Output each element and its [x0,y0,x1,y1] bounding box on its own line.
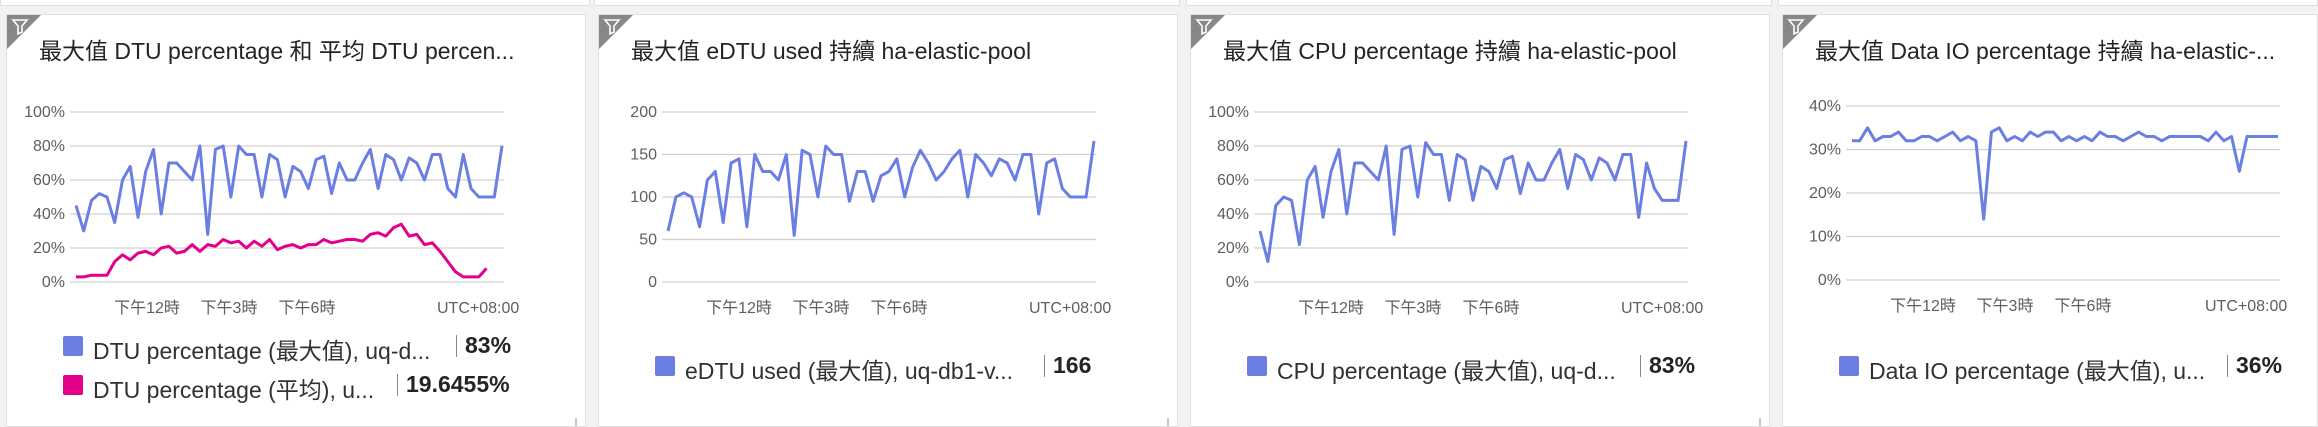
y-tick-label: 100% [1208,104,1249,121]
x-tick-label: 下午12時 [706,299,772,317]
x-tick-label: 下午6時 [871,299,928,317]
legend-value: 36% [2236,352,2283,378]
tile-title: 最大值 DTU percentage 和 平均 DTU percen... [39,38,515,64]
tile-edge-above [1778,0,2318,6]
line-chart[interactable]: 40% 30% 20% 10% 0% 下午12時 下午3時 下午6時 UTC+08:00 [1783,75,2318,325]
line-chart[interactable]: 200 150 100 50 0 下午12時 下午3時 下午6時 UTC+08:00 [599,75,1179,325]
metric-tile-dataio[interactable]: 最大值 Data IO percentage 持續 ha-elastic-...… [1782,14,2318,427]
legend-item[interactable]: DTU percentage (最大值), uq-d... 83% [63,331,573,364]
metric-tile-cpu[interactable]: 最大值 CPU percentage 持續 ha-elastic-pool 10… [1190,14,1770,427]
legend-item[interactable]: eDTU used (最大值), uq-db1-v... 166 [655,351,1165,384]
legend-item[interactable]: DTU percentage (平均), u... 19.6455% [63,370,573,403]
filter-icon[interactable] [1191,15,1231,55]
legend-swatch [1839,356,1859,376]
legend-label: eDTU used (最大值), uq-db1-v... [685,358,1014,384]
legend-divider [2227,355,2228,377]
y-tick-label: 20% [1217,240,1249,257]
y-tick-label: 20% [33,240,65,257]
y-tick-label: 30% [1809,142,1841,159]
y-tick-label: 100% [24,104,65,121]
x-tick-label: 下午3時 [793,299,850,317]
timezone-label: UTC+08:00 [1029,300,1111,317]
legend-label: DTU percentage (平均), u... [93,377,375,403]
y-tick-label: 50 [639,232,657,249]
y-tick-label: 60% [1217,172,1249,189]
legend-label: CPU percentage (最大值), uq-d... [1277,358,1616,384]
tile-edge-above [594,0,1180,6]
x-tick-label: 下午12時 [1298,299,1364,317]
resize-handle[interactable] [1759,418,1761,426]
metric-tile-edtu[interactable]: 最大值 eDTU used 持續 ha-elastic-pool 200 150 1… [598,14,1178,427]
y-tick-label: 40% [33,206,65,223]
filter-icon[interactable] [599,15,639,55]
filter-icon[interactable] [1783,15,1823,55]
legend-swatch [63,336,83,356]
legend-label: Data IO percentage (最大值), u... [1869,358,2206,384]
y-tick-label: 0 [648,274,657,291]
line-chart[interactable]: 100% 80% 60% 40% 20% 0% 下午12時 下午3時 下午6時 UTC+08:00 [1191,75,1771,325]
legend-swatch [655,356,675,376]
legend-divider [1044,355,1045,377]
y-tick-label: 0% [1226,274,1249,291]
y-tick-label: 0% [1818,272,1841,289]
y-tick-label: 60% [33,172,65,189]
tile-edge-above [0,0,590,6]
y-tick-label: 20% [1809,185,1841,202]
tile-title: 最大值 eDTU used 持續 ha-elastic-pool [631,38,1032,64]
x-tick-label: 下午6時 [279,299,336,317]
y-tick-label: 80% [33,138,65,155]
legend-divider [1640,355,1641,377]
series-line[interactable] [1258,140,1688,264]
y-tick-label: 0% [42,274,65,291]
timezone-label: UTC+08:00 [1621,300,1703,317]
x-tick-label: 下午3時 [1385,299,1442,317]
x-tick-label: 下午12時 [114,299,180,317]
timezone-label: UTC+08:00 [437,300,519,317]
metric-tile-dtu[interactable]: 最大值 DTU percentage 和 平均 DTU percen... 10… [6,14,586,427]
legend-value: 166 [1053,352,1092,378]
x-tick-label: 下午6時 [2055,297,2112,315]
series-line[interactable] [74,144,504,236]
filter-icon[interactable] [7,15,47,55]
legend-divider [456,335,457,357]
legend-value: 83% [465,332,512,358]
x-tick-label: 下午3時 [1977,297,2034,315]
y-tick-label: 150 [630,147,657,164]
tile-title: 最大值 Data IO percentage 持續 ha-elastic-... [1815,38,2276,64]
legend-value: 19.6455% [406,371,510,397]
legend-item[interactable]: CPU percentage (最大值), uq-d... 83% [1247,351,1757,384]
y-tick-label: 100 [630,189,657,206]
legend-divider [397,374,398,396]
y-tick-label: 40% [1809,98,1841,115]
legend-label: DTU percentage (最大值), uq-d... [93,338,431,364]
series-line[interactable] [76,222,488,279]
x-tick-label: 下午3時 [201,299,258,317]
y-tick-label: 200 [630,104,657,121]
resize-handle[interactable] [1167,418,1169,426]
y-tick-label: 80% [1217,138,1249,155]
legend-swatch [63,375,83,395]
series-line[interactable] [1852,126,2278,221]
series-line[interactable] [666,140,1096,237]
resize-handle[interactable] [575,418,577,426]
y-tick-label: 40% [1217,206,1249,223]
legend-item[interactable]: Data IO percentage (最大值), u... 36% [1839,351,2318,384]
x-tick-label: 下午12時 [1890,297,1956,315]
legend-swatch [1247,356,1267,376]
timezone-label: UTC+08:00 [2205,298,2287,315]
x-tick-label: 下午6時 [1463,299,1520,317]
tile-edge-above [1186,0,1772,6]
tile-title: 最大值 CPU percentage 持續 ha-elastic-pool [1223,38,1677,64]
y-tick-label: 10% [1809,229,1841,246]
line-chart[interactable]: 100% 80% 60% 40% 20% 0% 下午12時 下午3時 下午6時 UTC+08:00 [7,75,587,325]
legend-value: 83% [1649,352,1696,378]
